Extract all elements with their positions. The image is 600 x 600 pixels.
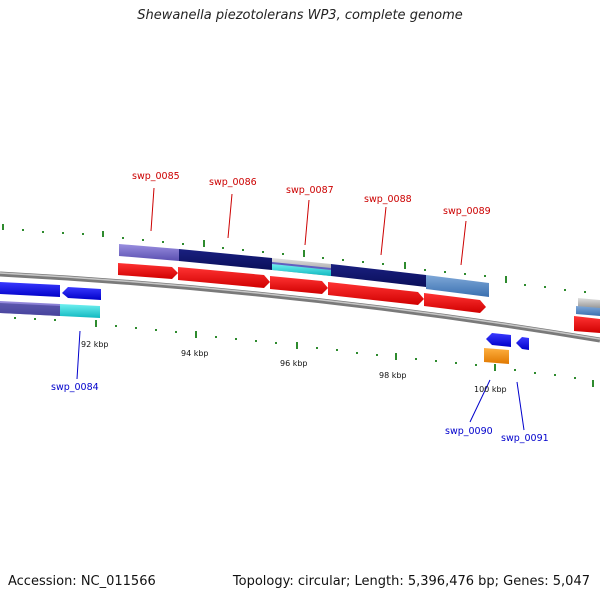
lower-tick-track xyxy=(14,317,594,387)
reverse-feature-left xyxy=(0,282,101,318)
cds-arrow-swp-0085[interactable] xyxy=(118,263,178,279)
scale-label-98kbp: 98 kbp xyxy=(379,371,407,380)
scale-label-100kbp: 100 kbp xyxy=(474,385,507,394)
gene-leader-lines xyxy=(150,187,467,266)
cds-arrow-swp-0091[interactable] xyxy=(516,337,529,350)
reverse-feature-right xyxy=(484,333,529,364)
gene-label-swp-0089[interactable]: swp_0089 xyxy=(443,206,491,217)
cds-arrow-swp-0090[interactable] xyxy=(486,333,511,347)
map-title: Shewanella piezotolerans WP3, complete g… xyxy=(137,8,463,23)
cds-arrow-swp-0084[interactable] xyxy=(62,287,101,300)
scale-label-94kbp: 94 kbp xyxy=(181,349,209,358)
genome-summary-text: Topology: circular; Length: 5,396,476 bp… xyxy=(232,574,590,589)
gene-label-swp-0086[interactable]: swp_0086 xyxy=(209,177,257,188)
gene-label-swp-0091[interactable]: swp_0091 xyxy=(501,433,549,444)
gene-label-swp-0084[interactable]: swp_0084 xyxy=(51,382,99,393)
cds-arrow-swp-0086[interactable] xyxy=(178,267,270,288)
forward-cds-track xyxy=(118,263,486,313)
right-edge-features xyxy=(574,298,600,333)
cds-arrow-swp-0087[interactable] xyxy=(270,276,328,294)
gene-label-swp-0087[interactable]: swp_0087 xyxy=(286,185,334,196)
accession-text: Accession: NC_011566 xyxy=(8,574,156,589)
gene-label-swp-0090[interactable]: swp_0090 xyxy=(445,426,493,437)
cds-arrow-swp-0088[interactable] xyxy=(328,282,424,305)
forward-feature-band xyxy=(119,244,489,297)
cds-arrow-swp-0089[interactable] xyxy=(424,293,486,313)
upper-tick-track xyxy=(2,224,586,293)
genome-backbone xyxy=(0,271,600,343)
scale-label-92kbp: 92 kbp xyxy=(81,340,109,349)
gene-label-swp-0088[interactable]: swp_0088 xyxy=(364,194,412,205)
scale-label-96kbp: 96 kbp xyxy=(280,359,308,368)
gene-label-swp-0085[interactable]: swp_0085 xyxy=(132,171,180,182)
